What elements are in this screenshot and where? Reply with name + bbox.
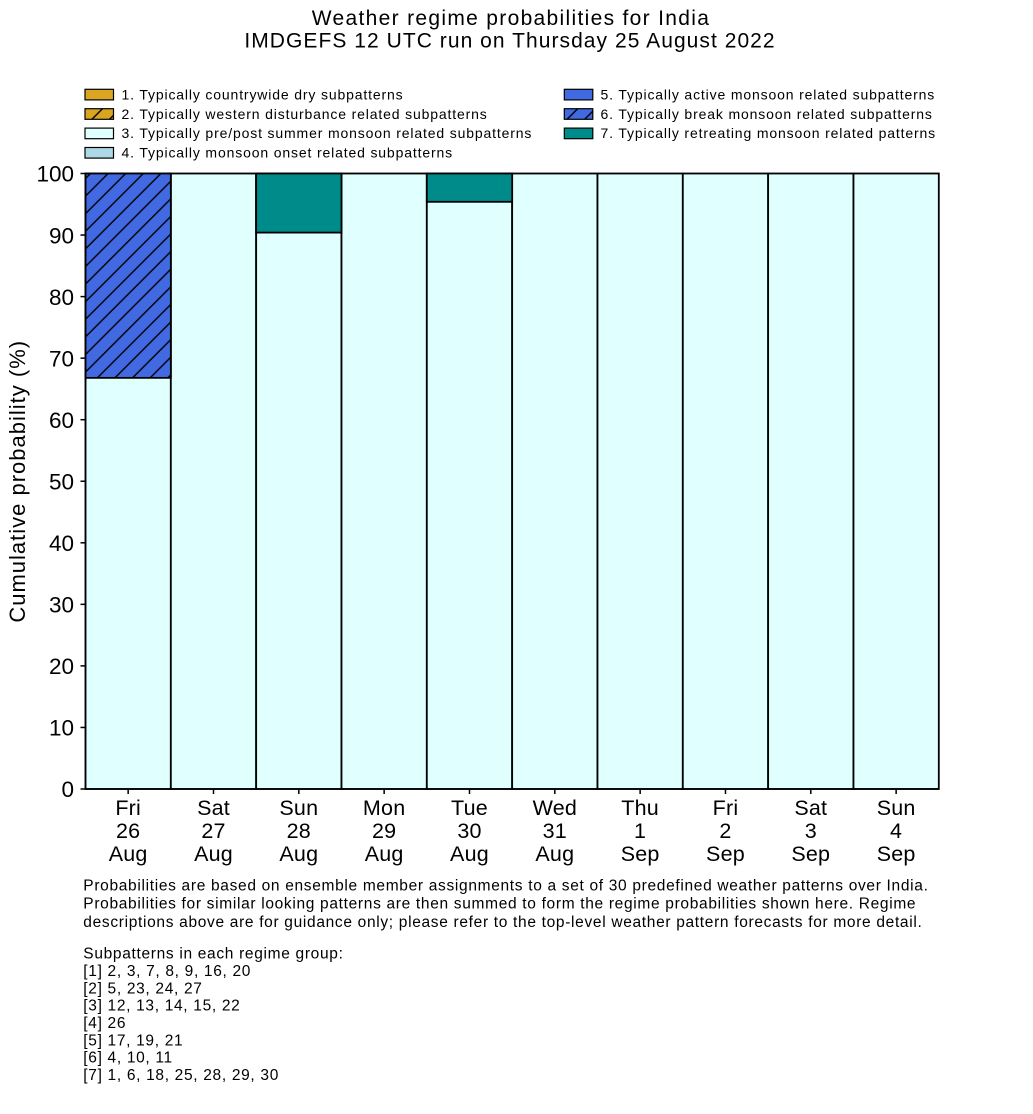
svg-text:Tue: Tue bbox=[451, 796, 488, 820]
svg-text:30: 30 bbox=[457, 819, 481, 843]
svg-text:1. Typically countrywide dry s: 1. Typically countrywide dry subpatterns bbox=[122, 86, 404, 102]
svg-text:40: 40 bbox=[49, 531, 74, 556]
svg-text:[1] 2, 3, 7, 8, 9, 16, 20: [1] 2, 3, 7, 8, 9, 16, 20 bbox=[83, 963, 251, 980]
svg-text:10: 10 bbox=[49, 716, 74, 741]
svg-text:70: 70 bbox=[49, 346, 74, 371]
svg-text:28: 28 bbox=[287, 819, 311, 843]
svg-text:5. Typically active monsoon re: 5. Typically active monsoon related subp… bbox=[601, 86, 936, 102]
svg-text:Aug: Aug bbox=[535, 842, 574, 866]
svg-text:Probabilities are based on ens: Probabilities are based on ensemble memb… bbox=[83, 878, 928, 895]
svg-text:30: 30 bbox=[49, 593, 74, 618]
svg-text:1: 1 bbox=[634, 819, 646, 843]
svg-text:Sep: Sep bbox=[621, 842, 660, 866]
svg-text:[3] 12, 13, 14, 15, 22: [3] 12, 13, 14, 15, 22 bbox=[83, 998, 240, 1015]
svg-text:Sep: Sep bbox=[791, 842, 830, 866]
svg-text:Mon: Mon bbox=[363, 796, 405, 820]
svg-text:3. Typically pre/post summer m: 3. Typically pre/post summer monsoon rel… bbox=[122, 125, 533, 141]
svg-text:100: 100 bbox=[36, 162, 74, 187]
svg-text:2. Typically western disturban: 2. Typically western disturbance related… bbox=[122, 106, 488, 122]
svg-text:Subpatterns in each regime gro: Subpatterns in each regime group: bbox=[83, 946, 343, 963]
svg-text:[2] 5, 23, 24, 27: [2] 5, 23, 24, 27 bbox=[83, 980, 202, 997]
svg-text:Aug: Aug bbox=[194, 842, 233, 866]
svg-text:3: 3 bbox=[805, 819, 817, 843]
svg-text:2: 2 bbox=[719, 819, 731, 843]
svg-text:Weather regime probabilities f: Weather regime probabilities for India bbox=[312, 7, 710, 30]
svg-text:Aug: Aug bbox=[450, 842, 489, 866]
svg-text:Aug: Aug bbox=[279, 842, 318, 866]
svg-text:50: 50 bbox=[49, 469, 74, 494]
svg-text:Sep: Sep bbox=[706, 842, 745, 866]
svg-text:7. Typically retreating monsoo: 7. Typically retreating monsoon related … bbox=[601, 125, 936, 141]
svg-text:[7] 1, 6, 18, 25, 28, 29, 30: [7] 1, 6, 18, 25, 28, 29, 30 bbox=[83, 1067, 279, 1084]
svg-text:60: 60 bbox=[49, 408, 74, 433]
svg-text:29: 29 bbox=[372, 819, 396, 843]
svg-text:Fri: Fri bbox=[713, 796, 739, 820]
svg-text:Sun: Sun bbox=[279, 796, 318, 820]
svg-text:Fri: Fri bbox=[115, 796, 141, 820]
svg-text:80: 80 bbox=[49, 285, 74, 310]
svg-text:Cumulative probability (%): Cumulative probability (%) bbox=[5, 340, 30, 623]
svg-text:4. Typically monsoon onset rel: 4. Typically monsoon onset related subpa… bbox=[122, 145, 453, 161]
svg-text:IMDGEFS 12 UTC run on Thursday: IMDGEFS 12 UTC run on Thursday 25 August… bbox=[244, 30, 775, 53]
svg-text:90: 90 bbox=[49, 223, 74, 248]
svg-text:Sat: Sat bbox=[794, 796, 827, 820]
svg-text:descriptions above are for gui: descriptions above are for guidance only… bbox=[83, 914, 922, 931]
svg-text:Sun: Sun bbox=[877, 796, 916, 820]
svg-text:20: 20 bbox=[49, 654, 74, 679]
svg-text:Aug: Aug bbox=[109, 842, 148, 866]
svg-text:26: 26 bbox=[116, 819, 140, 843]
svg-text:Sep: Sep bbox=[877, 842, 916, 866]
svg-text:4: 4 bbox=[890, 819, 902, 843]
svg-text:Thu: Thu bbox=[621, 796, 659, 820]
svg-text:[6] 4, 10, 11: [6] 4, 10, 11 bbox=[83, 1050, 173, 1067]
svg-text:31: 31 bbox=[543, 819, 567, 843]
svg-text:Aug: Aug bbox=[365, 842, 404, 866]
svg-text:[4] 26: [4] 26 bbox=[83, 1015, 126, 1032]
svg-text:Probabilities for similar look: Probabilities for similar looking patter… bbox=[83, 896, 916, 913]
svg-text:27: 27 bbox=[201, 819, 225, 843]
svg-text:6. Typically break monsoon rel: 6. Typically break monsoon related subpa… bbox=[601, 106, 933, 122]
svg-text:Wed: Wed bbox=[533, 796, 577, 820]
svg-text:Sat: Sat bbox=[197, 796, 230, 820]
svg-text:[5] 17, 19, 21: [5] 17, 19, 21 bbox=[83, 1032, 183, 1049]
svg-text:0: 0 bbox=[61, 777, 74, 802]
